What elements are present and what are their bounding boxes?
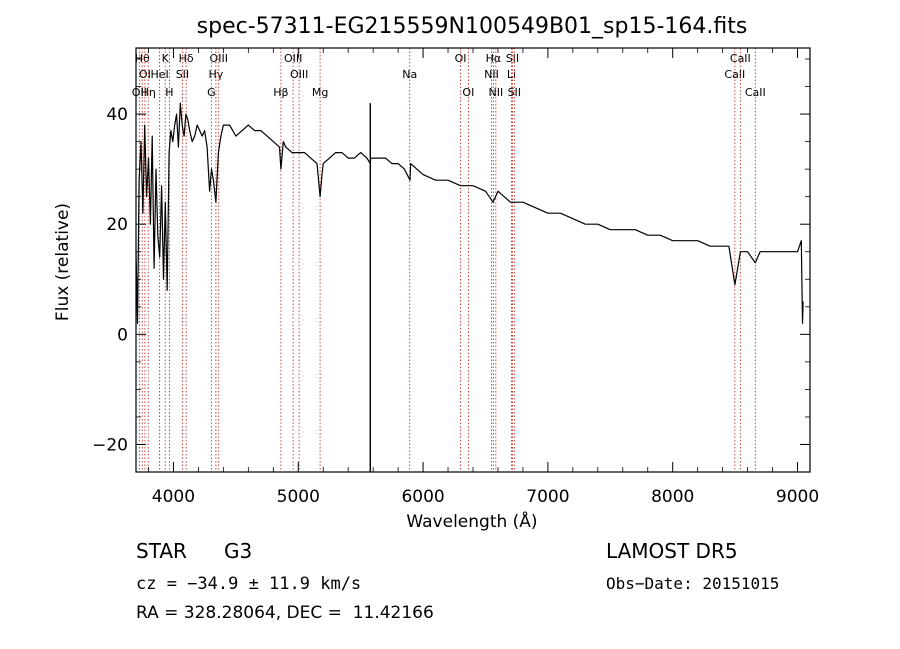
line-label-21: NII (488, 86, 503, 99)
coordinates: RA = 328.28064, DEC = 11.42166 (136, 603, 434, 623)
x-axis-label: Wavelength (Å) (406, 510, 537, 532)
axes: 4000 5000 6000 7000 8000 9000 −20 0 20 40 (92, 48, 819, 507)
line-label-17: OI (455, 52, 467, 65)
line-label-10: OIII (210, 52, 228, 65)
line-label-23: SII (506, 52, 519, 65)
line-label-12: Hβ (273, 86, 288, 99)
redshift-readout: cz = −34.9 ± 11.9 km/s (136, 574, 362, 594)
plot-frame (135, 47, 811, 473)
x-tick-label-1: 5000 (277, 487, 320, 507)
chart-title: spec-57311-EG215559N100549B01_sp15-164.f… (197, 14, 748, 39)
x-tick-label-0: 4000 (152, 487, 195, 507)
line-label-14: OIII (290, 68, 308, 81)
line-label-8: Hδ (179, 52, 194, 65)
object-subclass: G3 (224, 539, 253, 563)
y-tick-label-3: 40 (106, 105, 128, 125)
line-label-9: Hγ (208, 68, 223, 81)
y-tick-label-2: 20 (106, 215, 128, 235)
line-label-19: NII (484, 68, 499, 81)
x-tick-label-3: 7000 (526, 487, 569, 507)
line-label-27: CaII (745, 86, 766, 99)
line-label-2: OI (139, 68, 151, 81)
x-tick-label-2: 6000 (401, 487, 444, 507)
line-label-26: CaII (730, 52, 751, 65)
line-label-13: OIII (284, 52, 302, 65)
object-class: STAR (136, 539, 187, 563)
y-tick-label-0: −20 (92, 435, 128, 455)
line-label-25: CaII (724, 68, 745, 81)
line-label-3: Hη (141, 86, 156, 99)
line-label-6: H (165, 86, 173, 99)
line-label-4: HeI (150, 68, 168, 81)
line-label-5: K (162, 52, 170, 65)
y-tick-label-1: 0 (117, 325, 128, 345)
line-label-7: SII (176, 68, 189, 81)
line-label-24: SII (508, 86, 521, 99)
line-label-11: G (207, 86, 216, 99)
line-label-22: Li (507, 68, 516, 81)
spectrum-line-0 (135, 102, 804, 324)
y-axis-label: Flux (relative) (53, 203, 73, 321)
line-label-15: Mg (312, 86, 328, 99)
line-label-16: Na (402, 68, 417, 81)
x-tick-label-4: 8000 (651, 487, 694, 507)
spectrum-series (135, 102, 804, 472)
line-label-1: Hθ (135, 52, 150, 65)
line-label-18: OI (462, 86, 474, 99)
x-tick-label-5: 9000 (776, 487, 819, 507)
line-label-20: Hα (486, 52, 502, 65)
obs-date: Obs−Date: 20151015 (606, 574, 780, 593)
survey-name: LAMOST DR5 (606, 539, 738, 563)
